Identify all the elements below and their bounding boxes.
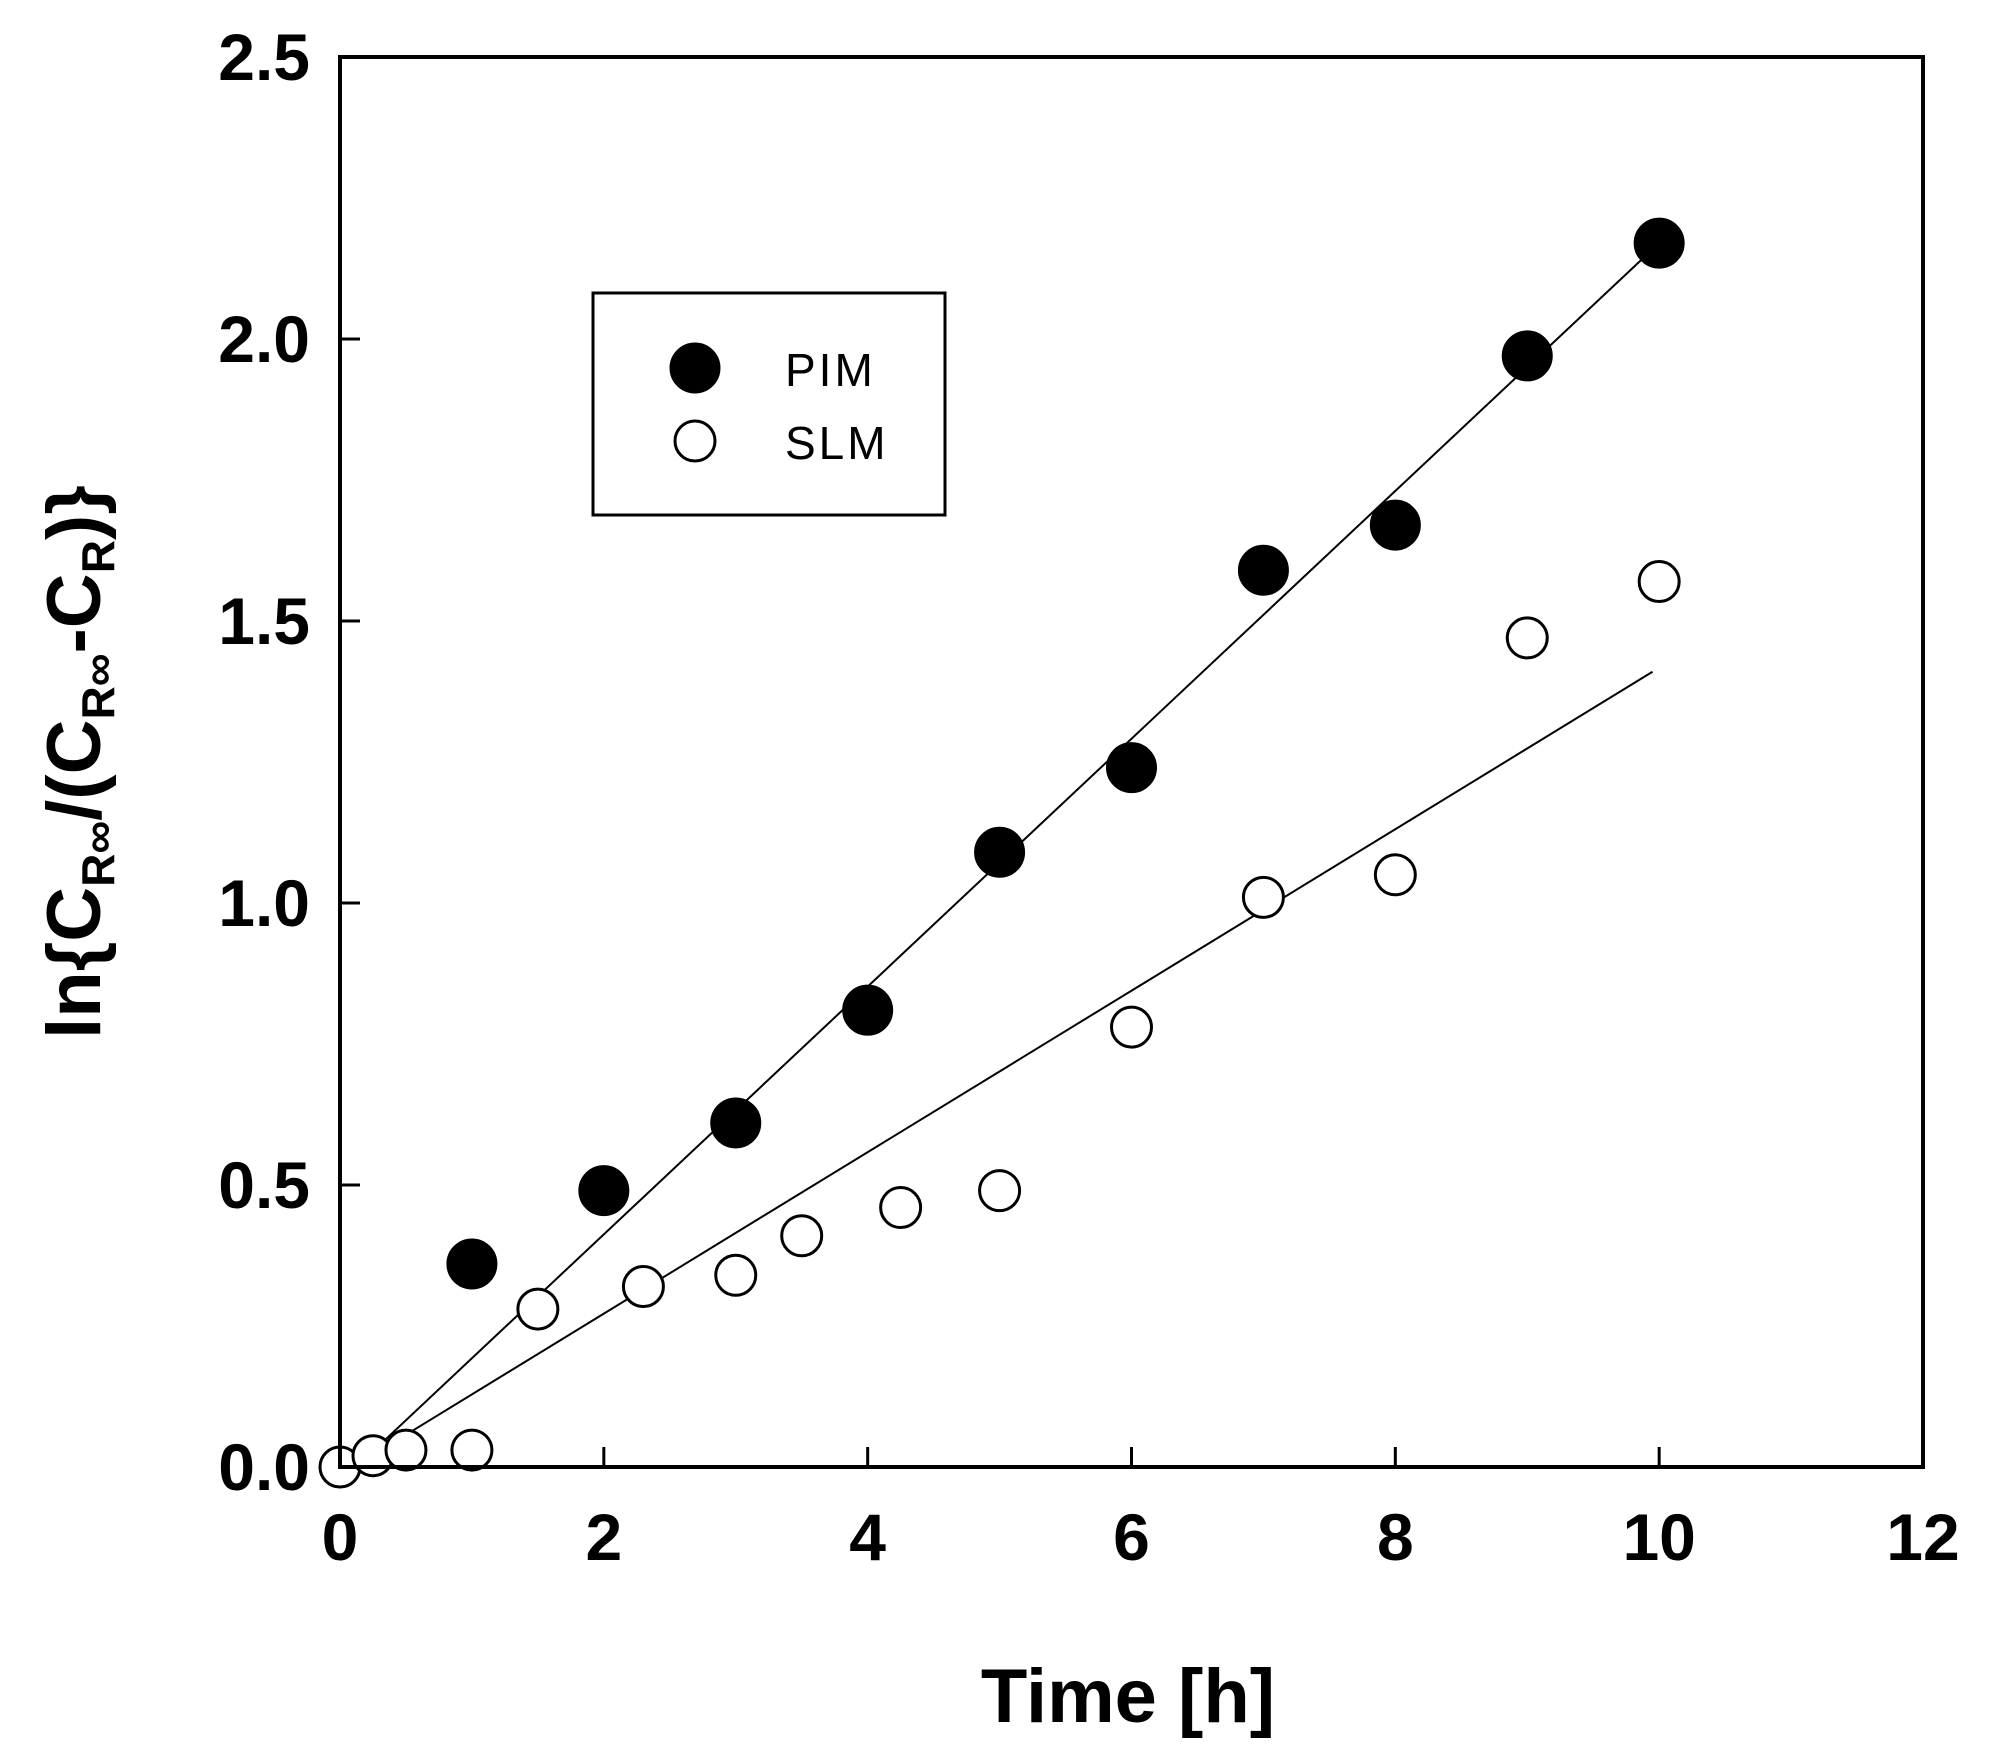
point-pim bbox=[446, 1238, 498, 1290]
point-slm bbox=[879, 1186, 923, 1230]
fit-lines bbox=[385, 242, 1660, 1440]
point-slm bbox=[978, 1169, 1022, 1213]
legend-box bbox=[591, 291, 947, 517]
point-slm bbox=[1637, 560, 1681, 604]
point-pim bbox=[578, 1165, 630, 1217]
x-tick-label: 0 bbox=[322, 1500, 359, 1574]
point-pim bbox=[1106, 742, 1157, 794]
fit-line-pim bbox=[385, 242, 1660, 1440]
point-pim bbox=[974, 826, 1026, 878]
legend: PIM SLM bbox=[591, 291, 947, 517]
point-slm bbox=[780, 1214, 824, 1258]
point-slm bbox=[384, 1428, 428, 1472]
legend-pim-label: PIM bbox=[785, 344, 876, 396]
x-tick-label: 2 bbox=[585, 1500, 622, 1574]
point-slm bbox=[1110, 1005, 1153, 1049]
point-slm bbox=[1505, 616, 1549, 660]
point-slm bbox=[714, 1253, 758, 1297]
data-markers bbox=[318, 217, 1685, 1489]
x-tick-label: 12 bbox=[1886, 1500, 1959, 1574]
y-axis-title: ln{CR∞/(CR∞-CR)} bbox=[32, 485, 124, 1039]
y-tick-label: 2.0 bbox=[218, 302, 310, 376]
x-tick-label: 6 bbox=[1113, 1500, 1150, 1574]
point-slm bbox=[1373, 853, 1417, 897]
point-pim bbox=[842, 984, 894, 1036]
y-tick-label: 0.0 bbox=[218, 1430, 310, 1504]
point-slm bbox=[1241, 875, 1285, 919]
x-tick-label: 4 bbox=[849, 1500, 886, 1574]
y-tick-label: 0.5 bbox=[218, 1148, 310, 1222]
point-pim bbox=[1633, 217, 1685, 269]
point-pim bbox=[710, 1097, 762, 1149]
y-tick-label: 2.5 bbox=[218, 20, 310, 94]
x-tick-label: 10 bbox=[1622, 1500, 1695, 1574]
legend-slm-label: SLM bbox=[785, 417, 889, 469]
point-slm bbox=[450, 1428, 494, 1472]
x-axis-title: Time [h] bbox=[981, 1654, 1275, 1739]
tick-labels: 0 2 4 6 8 10 12 0.0 0.5 1.0 1.5 2.0 2.5 bbox=[218, 20, 1959, 1574]
point-pim bbox=[1237, 544, 1289, 596]
fit-line-slm bbox=[398, 670, 1654, 1440]
plot-frame bbox=[338, 55, 1925, 1469]
legend-slm-marker bbox=[673, 419, 717, 463]
x-tick-label: 8 bbox=[1377, 1500, 1414, 1574]
legend-pim-marker bbox=[669, 342, 721, 394]
y-tick-label: 1.0 bbox=[218, 866, 310, 940]
y-tick-label: 1.5 bbox=[218, 584, 310, 658]
point-slm bbox=[621, 1265, 665, 1309]
point-slm bbox=[516, 1287, 560, 1331]
point-pim bbox=[1501, 330, 1553, 382]
point-pim bbox=[1369, 499, 1421, 551]
